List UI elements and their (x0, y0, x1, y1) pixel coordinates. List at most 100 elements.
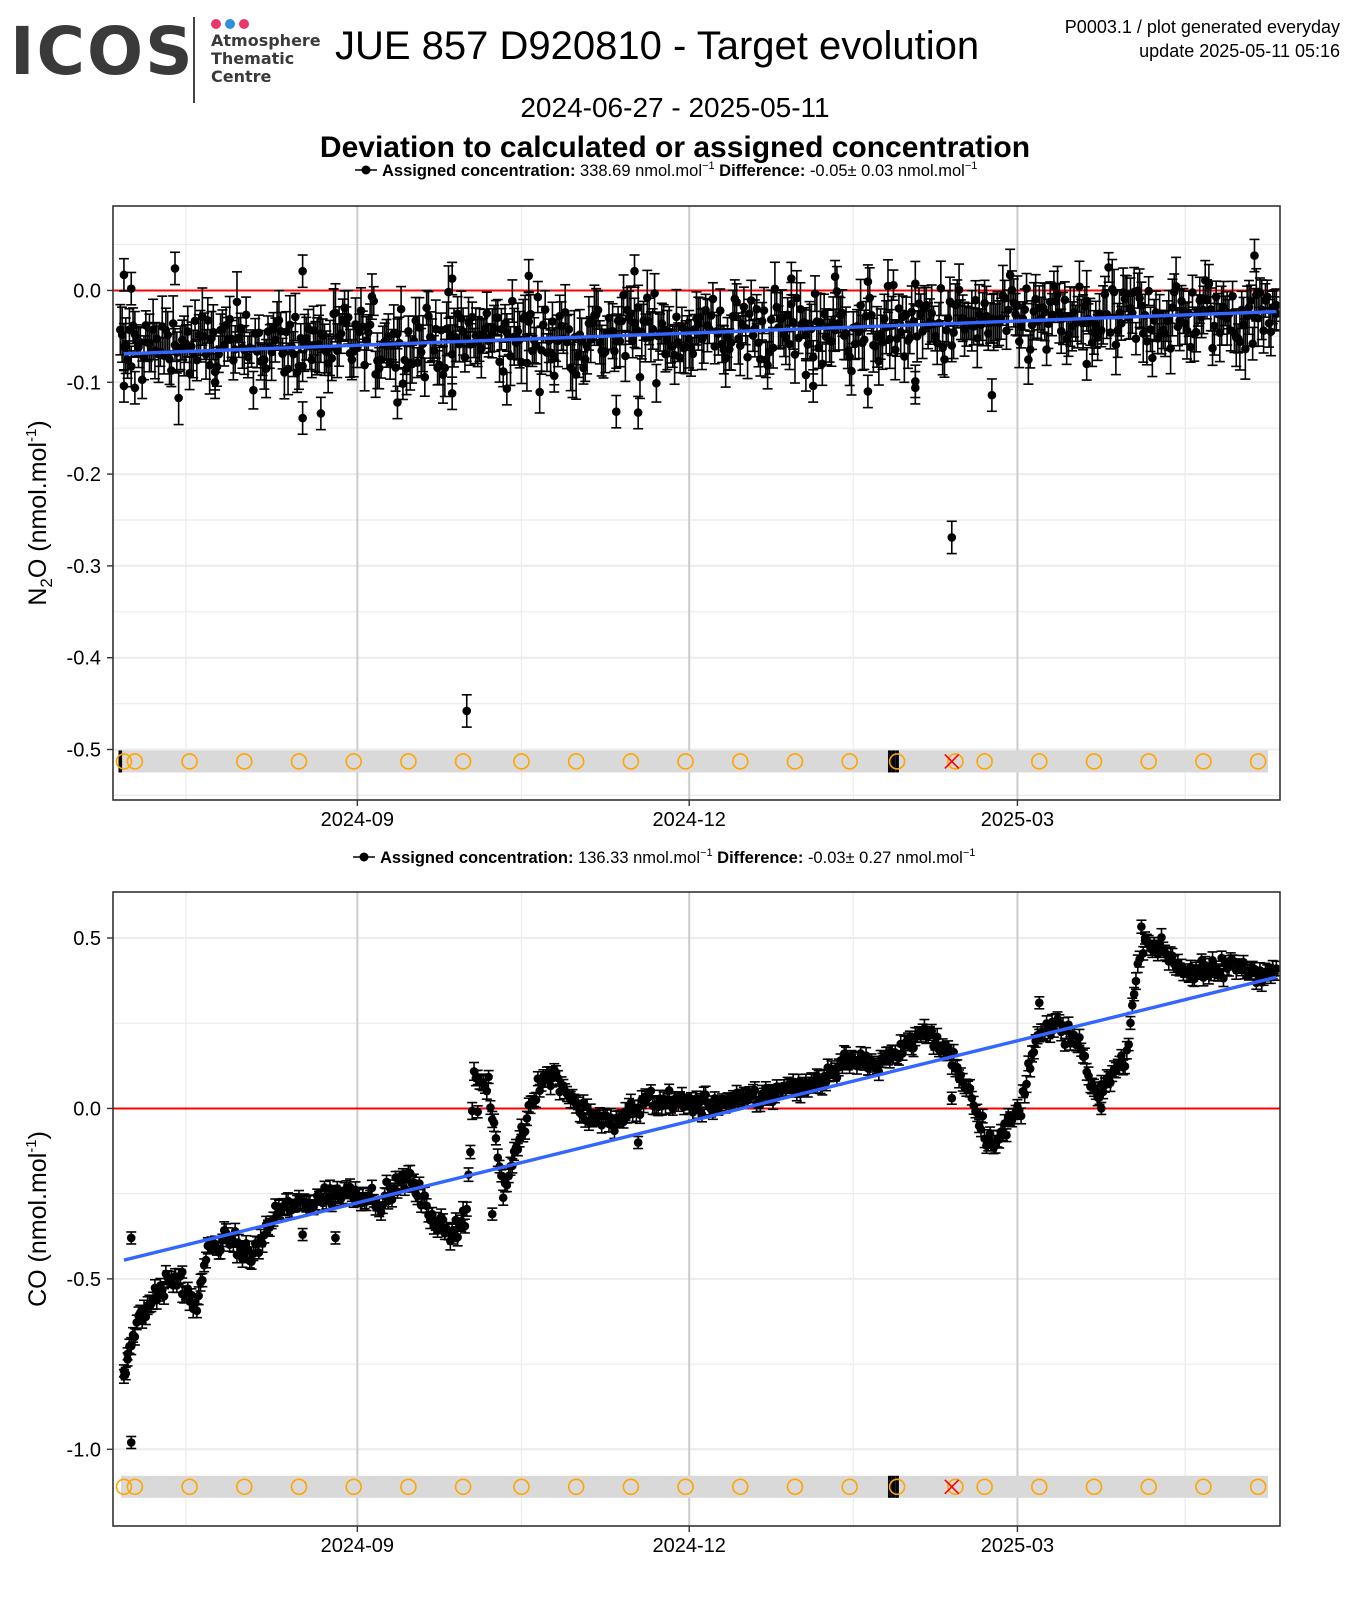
y-tick-label: -0.4 (67, 648, 101, 670)
point-marker (770, 284, 780, 294)
data-point (281, 310, 292, 354)
data-point (892, 320, 903, 358)
flag-circle (888, 753, 906, 770)
data-point (419, 357, 430, 397)
data-point (664, 1083, 675, 1098)
data-point (523, 258, 534, 293)
logo-dot-red (239, 19, 249, 29)
point-marker (1022, 284, 1031, 293)
logo-dot-pink (211, 19, 221, 29)
flag-bar (118, 750, 123, 773)
point-marker (285, 320, 295, 330)
point-marker (411, 316, 420, 325)
data-point (297, 254, 308, 289)
point-marker (460, 1221, 470, 1231)
flag-band (121, 1475, 1268, 1498)
data-point (456, 1214, 467, 1233)
point-marker (451, 333, 461, 342)
point-marker (630, 266, 639, 276)
point-marker (232, 297, 242, 307)
header: ICOS Atmosphere Thematic Centre JUE 857 … (0, 0, 1350, 200)
logo-centre-name: Atmosphere Thematic Centre (211, 32, 321, 86)
data-point (507, 279, 518, 323)
point-marker (949, 328, 958, 337)
point-marker (757, 316, 767, 326)
point-marker (535, 387, 544, 397)
point-marker (1002, 326, 1011, 336)
point-marker (739, 302, 749, 312)
point-marker (1093, 333, 1102, 342)
point-marker (291, 312, 300, 322)
point-marker (1199, 305, 1208, 315)
point-marker (1111, 340, 1121, 350)
y-label-sub: 2 (37, 578, 56, 587)
point-marker (130, 1332, 140, 1342)
data-point (935, 260, 946, 317)
data-point (343, 289, 354, 345)
data-point (758, 286, 769, 335)
point-marker (416, 347, 426, 357)
point-marker (513, 327, 523, 336)
point-marker (752, 304, 761, 314)
data-point (910, 260, 921, 307)
data-point (954, 263, 965, 317)
point-marker (1047, 310, 1057, 319)
logo-centre-line-2: Thematic (211, 49, 295, 68)
data-point (126, 271, 137, 306)
legend-unit-sup: −1 (702, 160, 715, 172)
point-marker (440, 363, 450, 373)
point-marker (201, 1255, 211, 1265)
flag-cross-stroke (944, 753, 960, 770)
x-tick-label: 2024-09 (321, 809, 394, 831)
meta-line-product: P0003.1 / plot generated everyday (1064, 17, 1340, 37)
point-marker (159, 1292, 169, 1301)
data-point (1047, 292, 1058, 337)
y-tick-label: -0.3 (67, 556, 101, 578)
y-tick-label: -0.1 (67, 372, 101, 394)
data-point (441, 301, 452, 357)
data-point (197, 1272, 208, 1288)
flag-circle (841, 753, 858, 770)
point-marker (482, 1086, 492, 1096)
point-marker (126, 284, 136, 293)
point-marker (1246, 296, 1256, 306)
point-marker (971, 295, 980, 305)
panel-n2o: 0.0 -0.1 -0.2 -0.3 -0.4 -0.5 2024-09 2024-12 202… (23, 160, 1281, 831)
point-marker (369, 296, 379, 306)
point-marker (484, 1072, 493, 1082)
point-marker (208, 327, 218, 337)
point-marker (192, 1306, 202, 1316)
legend-value-assigned: 338.69 nmol.mol (580, 162, 702, 180)
point-marker (792, 293, 802, 303)
flag-circle (513, 753, 530, 770)
flag-circle (677, 753, 694, 770)
point-marker (498, 367, 508, 376)
point-marker (947, 341, 957, 350)
point-marker (327, 354, 337, 363)
data-point (173, 370, 184, 426)
point-marker (1206, 305, 1216, 314)
data-point (910, 370, 921, 405)
flag-bar (895, 750, 899, 773)
data-point (129, 370, 140, 405)
data-point (789, 325, 800, 384)
point-marker (1250, 251, 1259, 260)
y-tick-label: -0.2 (67, 464, 101, 486)
data-point (888, 269, 899, 302)
point-marker (830, 272, 840, 281)
data-point (326, 335, 337, 382)
data-point (649, 272, 660, 314)
data-point (129, 310, 140, 358)
point-marker (447, 274, 457, 283)
point-marker (635, 372, 645, 382)
flag-circle (345, 753, 362, 770)
point-marker (650, 289, 659, 298)
data-point (501, 371, 512, 406)
flag-circle (1195, 753, 1212, 770)
data-point (248, 370, 259, 410)
data-point (210, 365, 221, 400)
data-point (1205, 287, 1216, 332)
point-marker (633, 408, 643, 417)
data-point (846, 346, 857, 396)
point-marker (393, 398, 402, 407)
